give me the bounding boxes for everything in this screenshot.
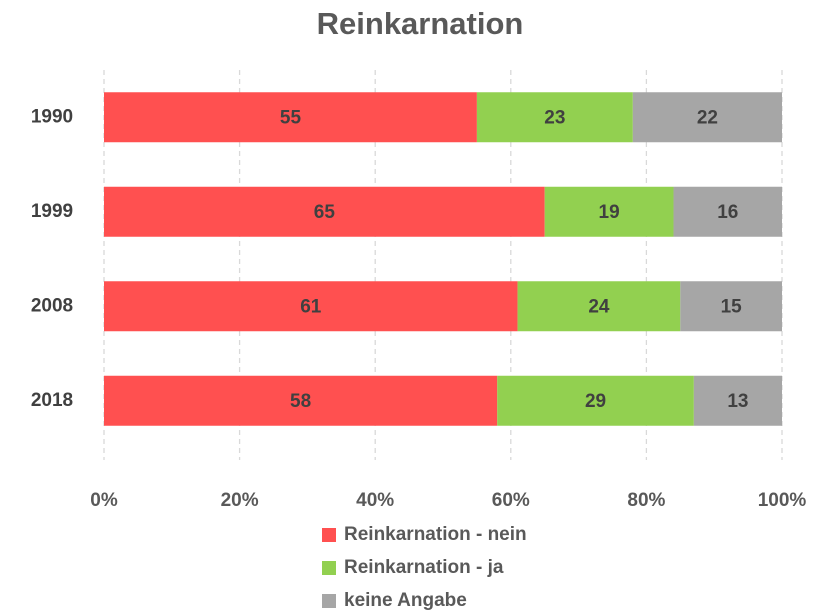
- bar-segment: [632, 92, 782, 143]
- x-tick-label: 20%: [221, 490, 259, 511]
- data-label: 29: [585, 391, 606, 412]
- legend-label: keine Angabe: [344, 590, 467, 611]
- bar-segment: [104, 375, 498, 426]
- data-label: 19: [599, 202, 620, 223]
- legend-label: Reinkarnation - nein: [344, 524, 527, 545]
- legend-swatch: [322, 528, 336, 542]
- x-tick-label: 60%: [492, 490, 530, 511]
- bar-segment: [517, 281, 681, 332]
- data-label: 65: [314, 202, 336, 223]
- bar-segment: [673, 186, 782, 237]
- data-label: 23: [544, 107, 565, 128]
- bar-segment: [693, 375, 782, 426]
- data-label: 16: [717, 202, 738, 223]
- bar-segment: [497, 375, 694, 426]
- bar-segment: [476, 92, 633, 143]
- x-tick-label: 80%: [627, 490, 665, 511]
- y-tick-label: 2008: [31, 295, 73, 316]
- data-label: 58: [290, 391, 311, 412]
- legend-swatch: [322, 561, 336, 575]
- data-label: 24: [588, 296, 610, 317]
- y-tick-label: 1990: [31, 106, 73, 127]
- x-tick-label: 40%: [356, 490, 394, 511]
- y-tick-label: 1999: [31, 201, 73, 222]
- data-label: 15: [721, 296, 743, 317]
- bar-segment: [680, 281, 782, 332]
- bar-segment: [544, 186, 674, 237]
- data-label: 13: [727, 391, 748, 412]
- chart-title: Reinkarnation: [317, 6, 524, 41]
- x-tick-label: 0%: [90, 490, 118, 511]
- legend-label: Reinkarnation - ja: [344, 557, 504, 578]
- y-tick-label: 2018: [31, 390, 73, 411]
- data-label: 61: [300, 296, 322, 317]
- bar-segment: [104, 186, 545, 237]
- bar-segment: [104, 92, 477, 143]
- data-label: 55: [280, 107, 302, 128]
- bar-segment: [104, 281, 518, 332]
- x-tick-label: 100%: [758, 490, 807, 511]
- legend-swatch: [322, 594, 336, 608]
- data-label: 22: [697, 107, 718, 128]
